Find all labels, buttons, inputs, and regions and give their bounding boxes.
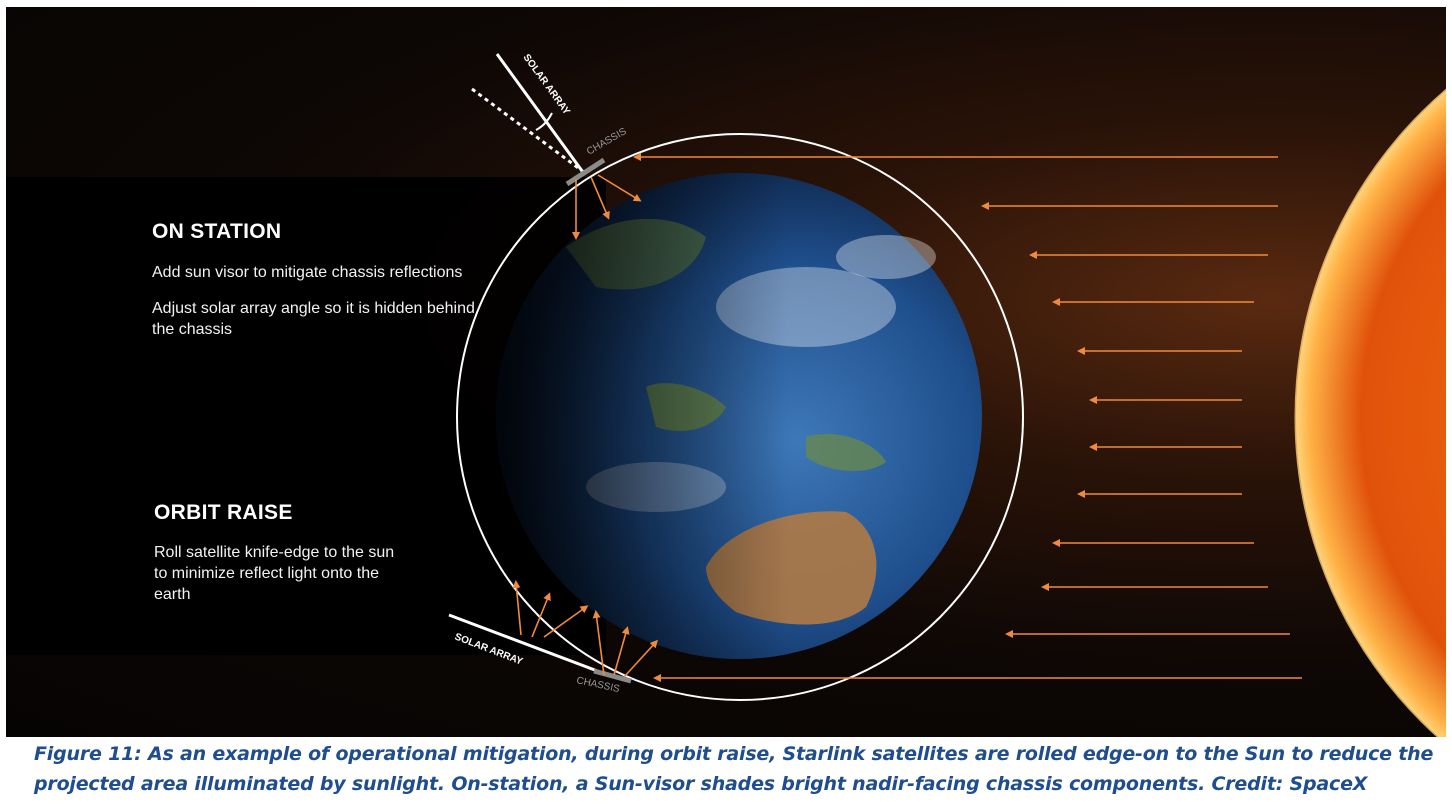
orbit-raise-panel: ORBIT RAISE Roll satellite knife-edge to… — [154, 501, 404, 605]
on-station-point-2: Adjust solar array angle so it is hidden… — [152, 300, 475, 338]
reflection-arrows — [512, 174, 659, 678]
chassis-bottom — [593, 668, 632, 684]
solar-array-former-position — [471, 87, 586, 175]
satellite-on-station — [471, 53, 606, 187]
reflection-arrow — [543, 605, 589, 638]
orbit-raise-heading: ORBIT RAISE — [154, 501, 293, 524]
chassis-top — [565, 157, 606, 187]
on-station-heading: ON STATION — [152, 220, 282, 243]
solar-array-line-bottom — [448, 613, 609, 677]
angle-arc — [535, 112, 553, 131]
orbit-ring — [456, 133, 1024, 701]
reflection-arrow — [592, 610, 605, 676]
reflection-arrow — [531, 592, 551, 638]
diagram-graphic: SOLAR ARRAY CHASSIS SOLAR ARRAY CHASSIS — [6, 52, 1446, 737]
sunlight-arrows — [633, 153, 1302, 682]
satellite-orbit-raise — [448, 613, 632, 684]
figure-caption: Figure 11: As an example of operational … — [34, 743, 1434, 795]
earth-icon — [496, 173, 982, 659]
reflection-arrow — [597, 174, 642, 202]
reflection-arrow — [512, 580, 522, 636]
on-station-point-1: Add sun visor to mitigate chassis reflec… — [152, 264, 463, 281]
diagram-canvas: SOLAR ARRAY CHASSIS SOLAR ARRAY CHASSIS … — [6, 7, 1446, 737]
reflection-arrow — [590, 176, 610, 220]
reflection-arrow — [613, 626, 630, 676]
orbit-raise-point-1: Roll satellite knife-edge to the sun to … — [154, 544, 395, 603]
sun-icon — [1294, 88, 1446, 737]
chassis-label-top: CHASSIS — [585, 126, 629, 158]
on-station-panel: ON STATION Add sun visor to mitigate cha… — [152, 220, 482, 340]
reflection-arrow — [623, 639, 659, 678]
solar-array-label-top: SOLAR ARRAY — [521, 52, 572, 117]
solar-array-line-top — [495, 53, 587, 176]
